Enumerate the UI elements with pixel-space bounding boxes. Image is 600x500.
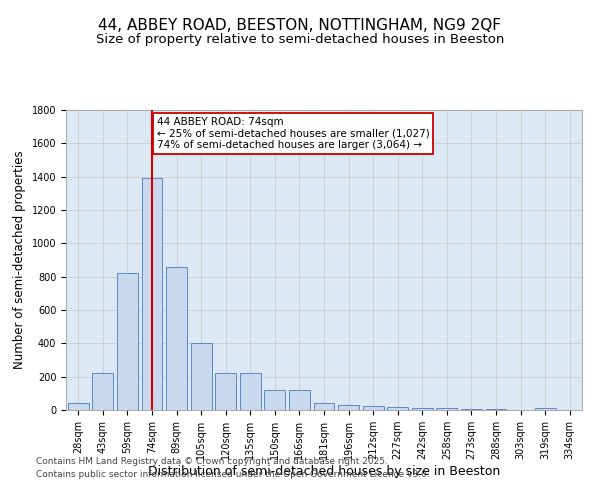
Bar: [92, 374, 113, 410]
Bar: [314, 402, 334, 410]
Bar: [117, 274, 138, 410]
Y-axis label: Number of semi-detached properties: Number of semi-detached properties: [13, 150, 26, 370]
Bar: [166, 266, 187, 410]
Bar: [191, 344, 212, 410]
X-axis label: Distribution of semi-detached houses by size in Beeston: Distribution of semi-detached houses by …: [148, 465, 500, 478]
Bar: [436, 408, 457, 410]
Text: 44 ABBEY ROAD: 74sqm
← 25% of semi-detached houses are smaller (1,027)
74% of se: 44 ABBEY ROAD: 74sqm ← 25% of semi-detac…: [157, 116, 430, 150]
Bar: [412, 408, 433, 410]
Bar: [362, 406, 383, 410]
Bar: [387, 406, 408, 410]
Bar: [485, 409, 506, 410]
Text: 44, ABBEY ROAD, BEESTON, NOTTINGHAM, NG9 2QF: 44, ABBEY ROAD, BEESTON, NOTTINGHAM, NG9…: [98, 18, 502, 32]
Bar: [535, 408, 556, 410]
Bar: [215, 374, 236, 410]
Bar: [289, 390, 310, 410]
Bar: [240, 374, 261, 410]
Bar: [265, 390, 286, 410]
Bar: [142, 178, 163, 410]
Text: Size of property relative to semi-detached houses in Beeston: Size of property relative to semi-detach…: [96, 32, 504, 46]
Text: Contains HM Land Registry data © Crown copyright and database right 2025.: Contains HM Land Registry data © Crown c…: [36, 458, 388, 466]
Bar: [461, 408, 482, 410]
Bar: [338, 405, 359, 410]
Bar: [68, 402, 89, 410]
Text: Contains public sector information licensed under the Open Government Licence v3: Contains public sector information licen…: [36, 470, 430, 479]
